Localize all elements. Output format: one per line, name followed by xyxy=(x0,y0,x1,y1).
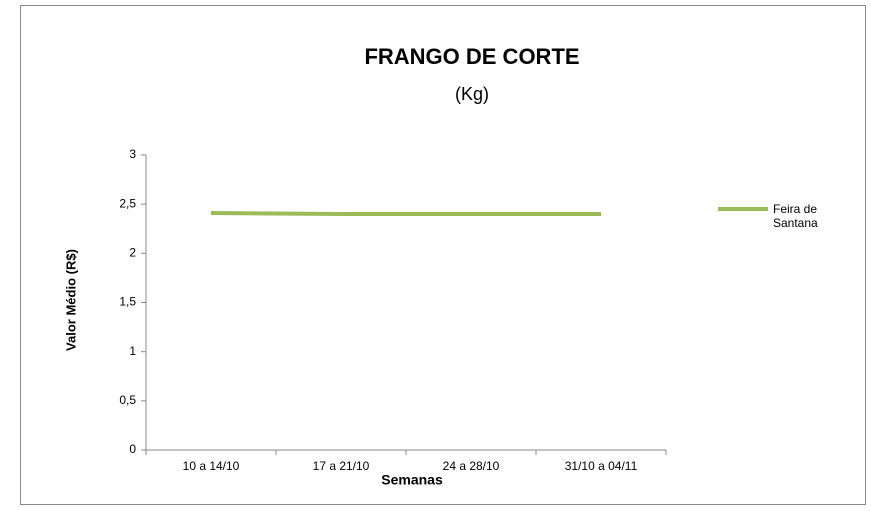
y-tick-label: 0 xyxy=(129,442,136,456)
y-tick-label: 1,5 xyxy=(119,295,136,309)
legend-label: Feira de Santana xyxy=(773,202,818,230)
y-tick-label: 2,5 xyxy=(119,196,136,210)
x-tick-label: 17 a 21/10 xyxy=(313,459,370,473)
chart-title: FRANGO DE CORTE xyxy=(364,44,579,69)
y-tick-label: 2 xyxy=(129,246,136,260)
x-tick-label: 31/10 a 04/11 xyxy=(565,459,638,473)
chart-subtitle: (Kg) xyxy=(455,84,489,104)
series-line xyxy=(210,211,601,216)
x-tick-label: 10 a 14/10 xyxy=(183,459,240,473)
x-axis-label: Semanas xyxy=(381,472,443,488)
x-tick-label: 24 a 28/10 xyxy=(443,459,500,473)
y-tick-label: 0,5 xyxy=(119,393,136,407)
y-tick-label: 1 xyxy=(129,344,136,358)
y-tick-label: 3 xyxy=(129,147,136,161)
y-axis-label: Valor Médio (R$) xyxy=(63,249,78,351)
chart-border xyxy=(20,5,866,505)
